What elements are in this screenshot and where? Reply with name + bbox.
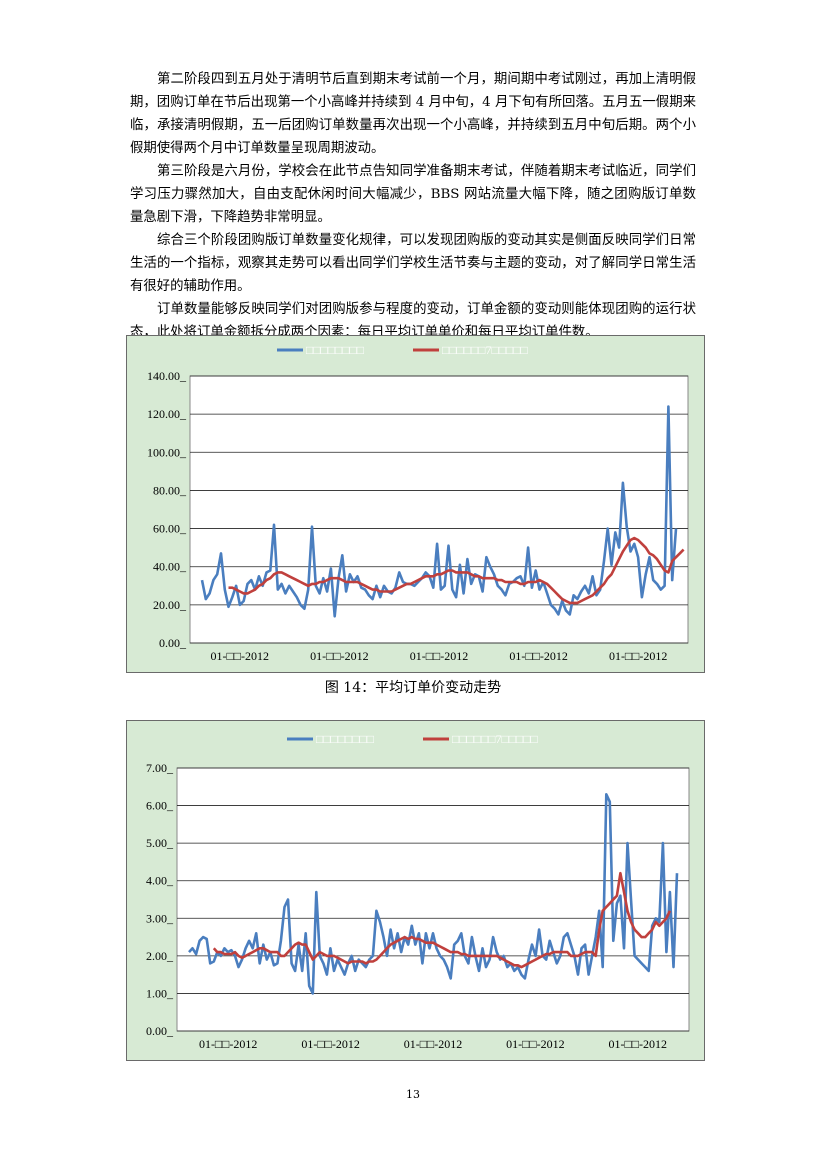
chart-average-order-count: 0.00_ 1.00_ 2.00_ 3.00_ 4.00_ 5.00_ 6.00_ 7.00_… <box>126 720 705 1061</box>
y-tick-label: 60.00_ <box>153 522 187 536</box>
legend-label-1: □□□□□□□□ <box>306 343 364 357</box>
series-line-2 <box>212 871 672 969</box>
plot-area <box>189 375 689 644</box>
y-tick-label: 140.00_ <box>147 369 187 383</box>
legend-label-2: □□□□□□7□□□□□ <box>442 343 528 357</box>
x-tick-label: 01-□□-2012 <box>609 649 668 663</box>
y-tick-label: 3.00_ <box>146 911 174 925</box>
x-tick-label: 01-□□-2012 <box>301 1037 360 1051</box>
y-tick-label: 120.00_ <box>147 407 187 421</box>
y-tick-label: 4.00_ <box>146 874 174 888</box>
y-tick-label: 0.00_ <box>159 636 187 650</box>
x-tick-label: 01-□□-2012 <box>509 649 567 663</box>
x-tick-label: 01-□□-2012 <box>404 1037 463 1051</box>
chart-average-order-count-svg: 0.00_ 1.00_ 2.00_ 3.00_ 4.00_ 5.00_ 6.00_ 7.00_… <box>146 732 690 1051</box>
paragraph-stage-two: 第二阶段四到五月处于清明节后直到期末考试前一个月，期间期中考试刚过，再加上清明假… <box>130 72 696 156</box>
x-tick-label: 01-□□-2012 <box>506 1037 565 1051</box>
y-tick-label: 1.00_ <box>146 986 174 1000</box>
paragraph-stage-three: 第三阶段是六月份，学校会在此节点告知同学准备期末考试，伴随着期末考试临近，同学们… <box>130 164 696 225</box>
y-tick-label: 6.00_ <box>146 799 174 813</box>
y-tick-label: 5.00_ <box>146 836 174 850</box>
y-tick-label: 7.00_ <box>146 761 174 775</box>
x-tick-label: 01-□□-2012 <box>199 1037 258 1051</box>
x-tick-label: 01-□□-2012 <box>609 1037 668 1051</box>
series-line-2 <box>228 536 685 605</box>
y-tick-label: 100.00_ <box>147 445 187 459</box>
paragraph-summary: 综合三个阶段团购版订单数量变化规律，可以发现团购版的变动其实是侧面反映同学们日常… <box>130 233 696 294</box>
legend-label-1: □□□□□□□□ <box>316 732 374 746</box>
chart-average-order-price: 0.00_ 20.00_ 40.00_ 60.00_ 80.00_ 100.00_ 120.… <box>126 335 705 673</box>
figure-14-caption: 图 14：平均订单价变动走势 <box>324 680 502 696</box>
y-tick-label: 40.00_ <box>153 560 187 574</box>
legend-label-2: □□□□□□7□□□□□ <box>452 732 538 746</box>
x-tick-label: 01-□□-2012 <box>310 649 369 663</box>
chart-average-order-price-svg: 0.00_ 20.00_ 40.00_ 60.00_ 80.00_ 100.00_ 120.… <box>147 343 689 663</box>
x-tick-label: 01-□□-2012 <box>410 649 469 663</box>
y-tick-label: 2.00_ <box>146 949 174 963</box>
y-tick-label: 80.00_ <box>153 483 187 497</box>
x-tick-label: 01-□□-2012 <box>211 649 269 663</box>
y-tick-label: 0.00_ <box>146 1024 174 1038</box>
y-tick-label: 20.00_ <box>153 598 187 612</box>
series-line-1 <box>200 405 678 618</box>
page-number: 13 <box>406 1088 420 1101</box>
